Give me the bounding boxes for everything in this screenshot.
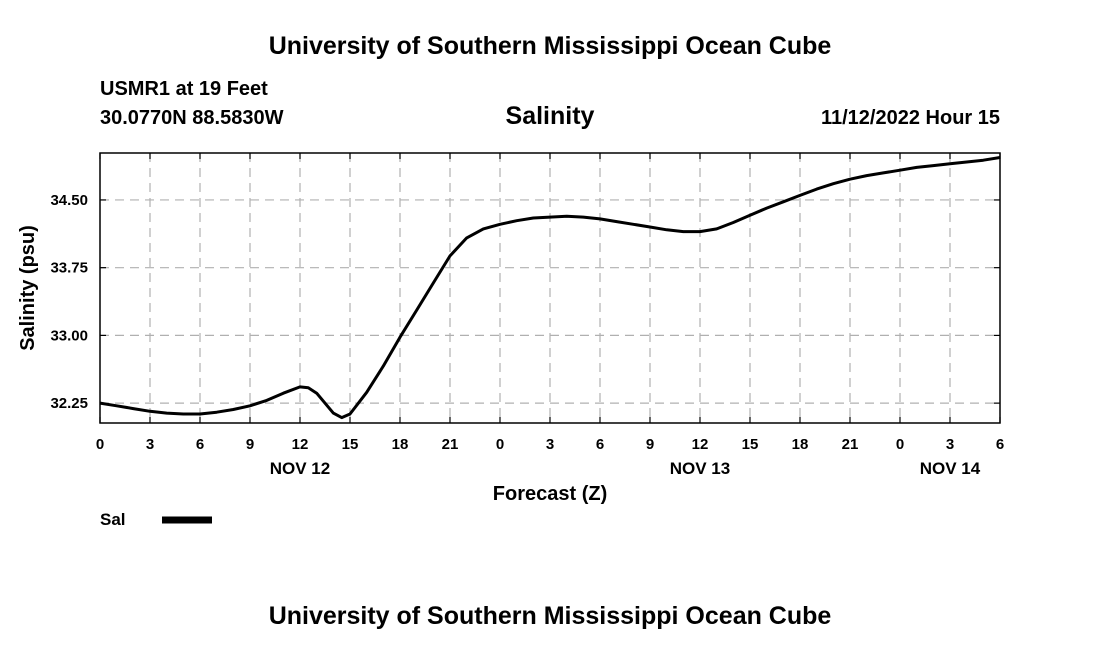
y-axis-label: Salinity (psu) [17,225,39,351]
x-tick-label: 9 [646,436,654,453]
legend-label-sal: Sal [100,510,126,529]
x-tick-label: 12 [292,436,309,453]
timestamp-label: 11/12/2022 Hour 15 [821,107,1000,129]
x-tick-label: 6 [996,436,1004,453]
coordinates-label: 30.0770N 88.5830W [100,107,284,129]
plot-frame [99,152,1001,424]
y-tick-label: 32.25 [50,395,88,412]
x-tick-label: 0 [496,436,504,453]
y-tick-label: 33.75 [50,260,88,277]
x-tick-label: 12 [692,436,709,453]
chart-title: University of Southern Mississippi Ocean… [269,32,832,60]
x-tick-label: 18 [392,436,409,453]
y-tick-label: 34.50 [50,192,88,209]
x-tick-label: 15 [742,436,759,453]
x-tick-label: 3 [546,436,554,453]
station-label: USMR1 at 19 Feet [100,78,268,100]
day-label: NOV 13 [670,459,730,478]
x-tick-label: 3 [146,436,154,453]
grid-lines [100,153,1000,423]
series-line-sal [99,156,1001,420]
footer-title: University of Southern Mississippi Ocean… [269,602,832,630]
y-tick-label: 33.00 [50,327,88,344]
x-tick-label: 15 [342,436,359,453]
x-axis-label: Forecast (Z) [493,483,607,505]
x-tick-label: 18 [792,436,809,453]
x-tick-label: 9 [246,436,254,453]
x-tick-labels: 0 3 6 9 12 15 18 21 0 3 6 9 12 15 18 21 0 3 6 [96,436,1004,453]
day-label: NOV 14 [920,459,981,478]
day-labels: NOV 12 NOV 13 NOV 14 [270,459,981,478]
x-tick-label: 6 [596,436,604,453]
day-label: NOV 12 [270,459,330,478]
x-tick-label: 21 [842,436,859,453]
x-tick-label: 6 [196,436,204,453]
x-tick-label: 21 [442,436,459,453]
x-tick-label: 0 [96,436,104,453]
variable-label: Salinity [506,102,595,130]
y-tick-labels: 32.25 33.00 33.75 34.50 [50,192,88,412]
x-tick-label: 0 [896,436,904,453]
x-tick-label: 3 [946,436,954,453]
